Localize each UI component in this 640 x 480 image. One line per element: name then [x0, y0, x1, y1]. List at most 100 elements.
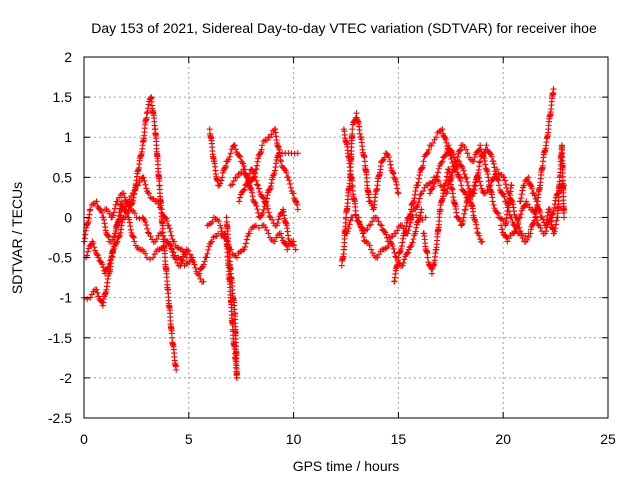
data-point-interp	[93, 251, 100, 258]
data-point	[223, 214, 230, 221]
data-point-interp	[487, 150, 494, 157]
data-point-interp	[460, 214, 467, 221]
data-point-interp	[109, 253, 116, 260]
data-point-interp	[402, 230, 409, 237]
data-point-interp	[414, 182, 421, 189]
data-point-interp	[457, 147, 464, 154]
data-point-interp	[360, 234, 367, 241]
data-point-interp	[142, 250, 149, 257]
data-point-interp	[387, 161, 394, 168]
data-point-interp	[134, 182, 141, 189]
data-point	[533, 198, 540, 205]
data-point	[93, 286, 100, 293]
x-tick-label: 5	[185, 431, 193, 447]
data-point-interp	[109, 236, 116, 243]
data-point-interp	[107, 257, 114, 264]
data-point-interp	[503, 185, 510, 192]
data-point	[508, 182, 515, 189]
data-point-interp	[527, 182, 534, 189]
data-point	[173, 366, 180, 373]
data-point-interp	[111, 205, 118, 212]
data-point-interp	[237, 194, 244, 201]
data-point-interp	[553, 217, 560, 224]
data-point-interp	[415, 199, 422, 206]
data-point-interp	[375, 218, 382, 225]
data-point-interp	[147, 256, 154, 263]
data-point-interp	[200, 261, 207, 268]
data-point-interp	[413, 224, 420, 231]
data-point-interp	[258, 146, 265, 153]
data-point	[143, 110, 150, 117]
data-point-interp	[345, 225, 352, 232]
data-point-interp	[510, 204, 517, 211]
data-point-interp	[425, 146, 432, 153]
y-tick-label: 1.5	[53, 89, 73, 105]
data-point-interp	[275, 216, 282, 223]
data-point-interp	[260, 206, 267, 213]
data-point-interp	[369, 218, 376, 225]
data-point-interp	[391, 249, 398, 256]
data-point-interp	[461, 171, 468, 178]
data-point-interp	[528, 185, 535, 192]
data-point-interp	[129, 197, 136, 204]
data-point-interp	[165, 222, 172, 229]
data-point	[487, 182, 494, 189]
data-point-interp	[471, 154, 478, 161]
data-point	[489, 198, 496, 205]
data-point-interp	[465, 182, 472, 189]
data-point-interp	[142, 218, 149, 225]
data-point-interp	[286, 177, 293, 184]
data-point-interp	[403, 223, 410, 230]
data-point	[133, 214, 140, 221]
data-point-interp	[387, 239, 394, 246]
data-point-interp	[373, 214, 380, 221]
data-point-interp	[94, 289, 101, 296]
data-point	[349, 126, 356, 133]
data-point-interp	[444, 188, 451, 195]
data-point-interp	[116, 233, 123, 240]
data-point-interp	[99, 261, 106, 268]
data-point-interp	[393, 181, 400, 188]
data-point-interp	[501, 177, 508, 184]
series-4	[101, 190, 196, 269]
data-point-interp	[121, 194, 128, 201]
data-point-interp	[399, 222, 406, 229]
data-point-interp	[360, 230, 367, 237]
data-point-interp	[379, 157, 386, 164]
data-points	[81, 86, 567, 381]
data-point-interp	[471, 216, 478, 223]
data-point	[498, 222, 505, 229]
data-point-interp	[435, 178, 442, 185]
data-point-interp	[130, 233, 137, 240]
data-point	[504, 238, 511, 245]
data-point-interp	[543, 216, 550, 223]
y-axis-label: SDTVAR / TECUs	[9, 182, 25, 294]
data-point-interp	[123, 210, 130, 217]
data-point-interp	[494, 209, 501, 216]
data-point	[464, 198, 471, 205]
data-point-interp	[417, 212, 424, 219]
data-point-interp	[358, 224, 365, 231]
data-point	[462, 174, 469, 181]
data-point-interp	[185, 247, 192, 254]
data-point-interp	[84, 248, 91, 255]
data-point	[525, 174, 532, 181]
data-point-interp	[451, 154, 458, 161]
data-point	[422, 214, 429, 221]
y-tick-label: 2	[64, 49, 72, 65]
data-point-interp	[178, 260, 185, 267]
data-point-interp	[266, 186, 273, 193]
data-point-interp	[416, 195, 423, 202]
data-point-interp	[551, 228, 558, 235]
data-point-interp	[409, 200, 416, 207]
data-point-interp	[509, 201, 516, 208]
data-point-interp	[251, 199, 258, 206]
data-point-interp	[443, 149, 450, 156]
series-16	[426, 86, 557, 245]
series-3	[83, 174, 190, 277]
data-point-interp	[443, 177, 450, 184]
data-point-interp	[533, 213, 540, 220]
data-point	[516, 214, 523, 221]
data-point-interp	[359, 227, 366, 234]
data-point-interp	[256, 224, 263, 231]
